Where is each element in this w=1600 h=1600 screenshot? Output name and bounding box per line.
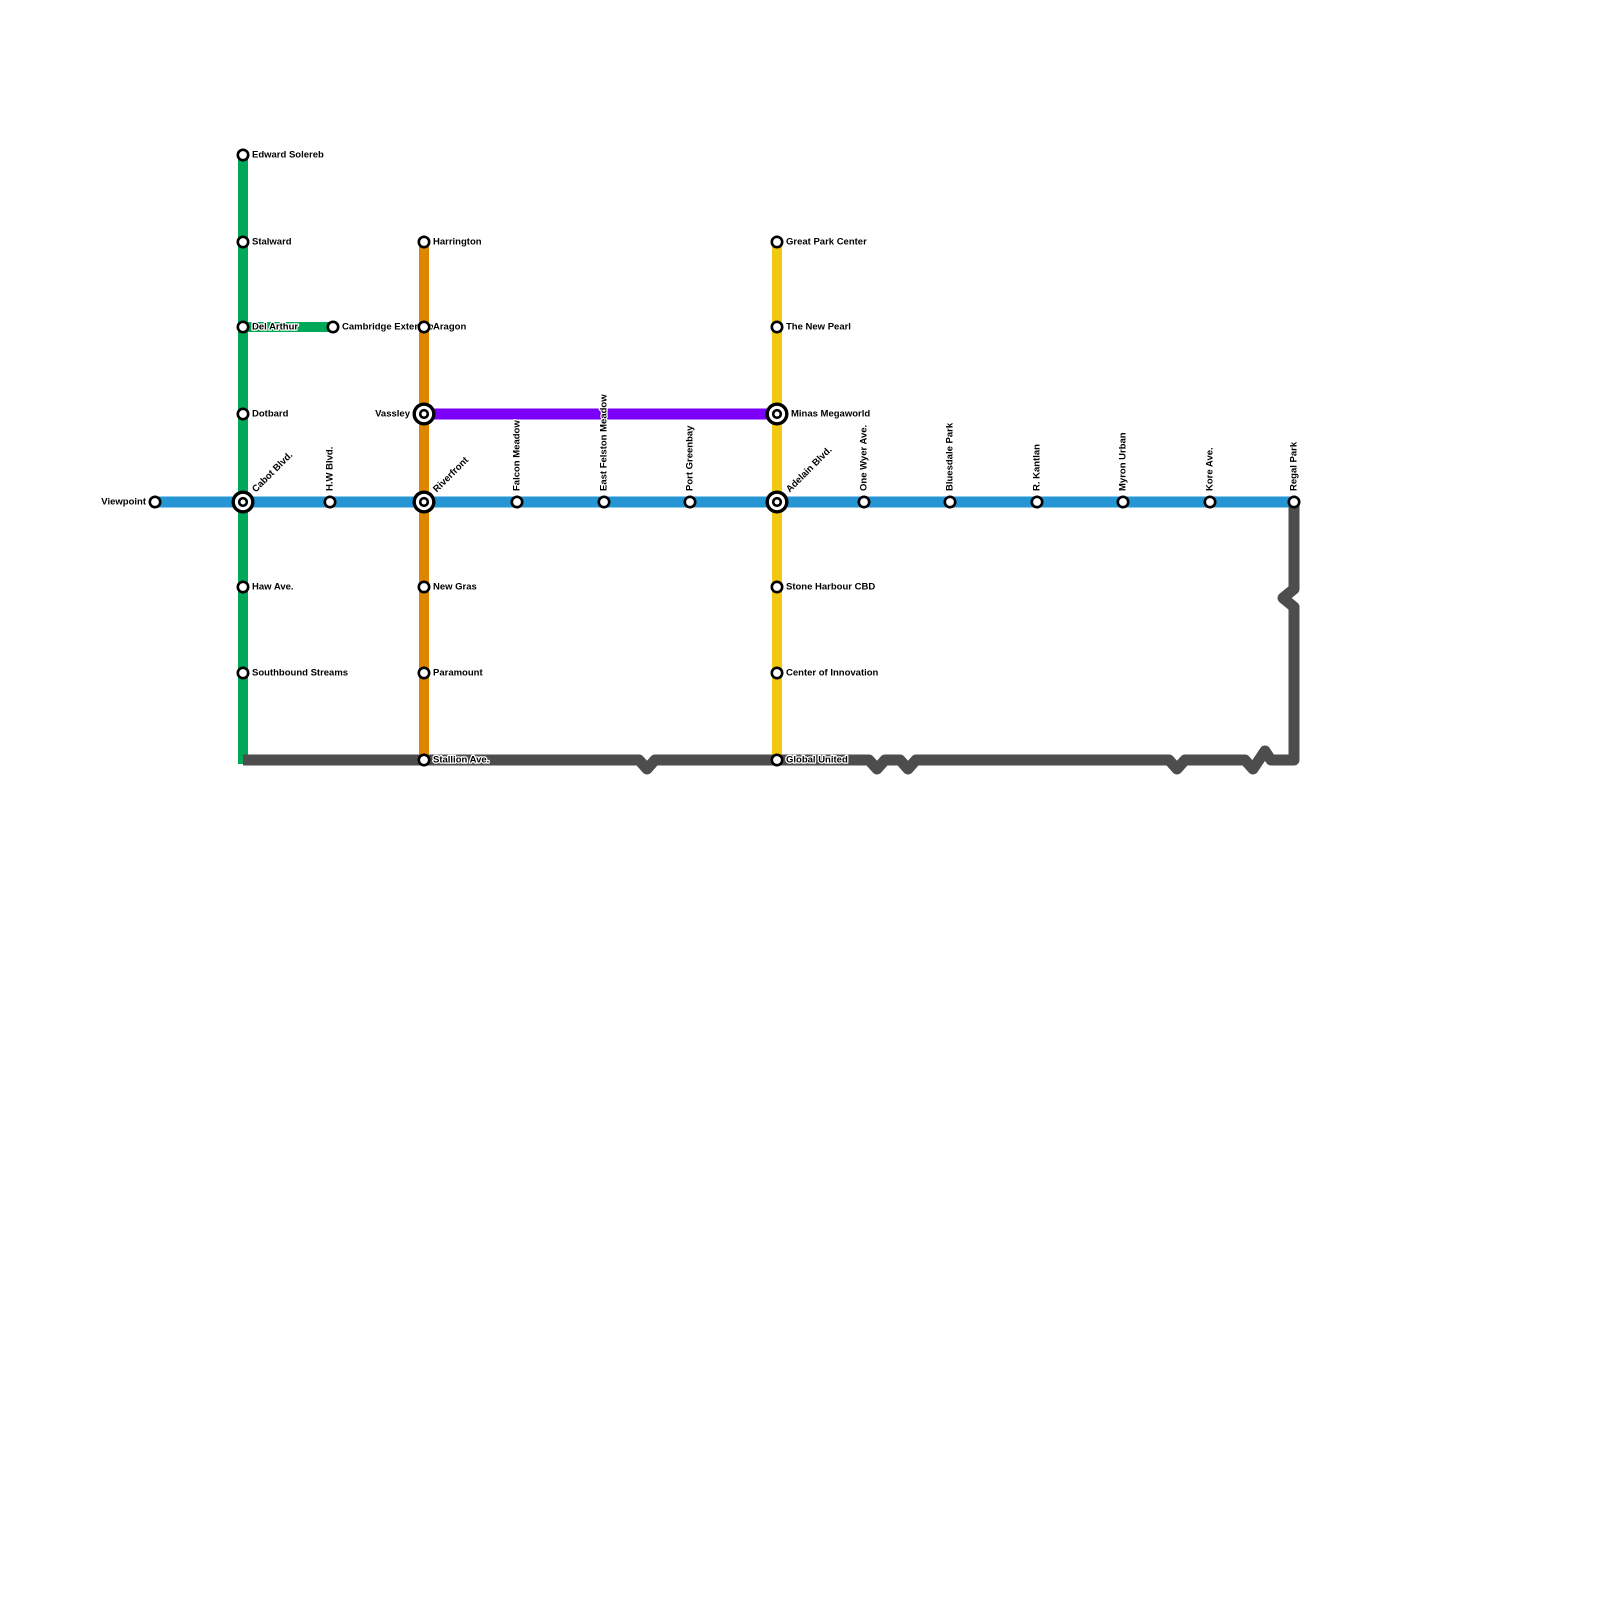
station-label-paramount: Paramount <box>433 668 483 679</box>
station-label-r-kantlan: R. Kantlan <box>1032 444 1043 491</box>
station-marker-del-arthur[interactable] <box>236 320 250 334</box>
station-label-global-united: Global United <box>786 755 848 766</box>
station-marker-haw-ave[interactable] <box>236 580 250 594</box>
station-marker-paramount[interactable] <box>417 666 431 680</box>
station-marker-bluesdale-park[interactable] <box>943 495 957 509</box>
station-marker-stone-harbour-cbd[interactable] <box>770 580 784 594</box>
station-marker-inner-riverfront <box>418 496 430 508</box>
station-kore-ave: Kore Ave. <box>1203 446 1217 509</box>
station-stallion-ave: Stallion Ave. <box>417 753 491 767</box>
station-label-one-wyer-ave: One Wyer Ave. <box>859 425 870 491</box>
station-marker-stalward[interactable] <box>236 235 250 249</box>
station-haw-ave: Haw Ave. <box>236 580 295 594</box>
station-marker-inner-cabot-blvd <box>237 496 249 508</box>
station-label-riverfront: Riverfront <box>431 454 471 494</box>
station-marker-stallion-ave[interactable] <box>417 753 431 767</box>
station-marker-inner-vassley <box>418 408 430 420</box>
station-label-cambridge-extension: Cambridge Extension <box>342 322 440 333</box>
station-label-center-of-innovation: Center of Innovation <box>786 668 879 679</box>
station-label-port-greenbay: Port Greenbay <box>685 425 696 491</box>
station-label-adelain-blvd: Adelain Blvd. <box>784 445 834 495</box>
station-del-arthur: Del Arthur <box>236 320 300 334</box>
station-center-of-innovation: Center of Innovation <box>770 666 880 680</box>
station-aragon: Aragon <box>417 320 468 334</box>
station-label-edward-solereb: Edward Solereb <box>252 150 324 161</box>
station-label-bluesdale-park: Bluesdale Park <box>945 422 956 491</box>
station-marker-port-greenbay[interactable] <box>683 495 697 509</box>
station-the-new-pearl: The New Pearl <box>770 320 852 334</box>
station-marker-global-united[interactable] <box>770 753 784 767</box>
station-minas-megaworld: Minas Megaworld <box>765 402 872 426</box>
station-label-southbound-streams: Southbound Streams <box>252 668 348 679</box>
station-stalward: Stalward <box>236 235 293 249</box>
station-label-cabot-blvd: Cabot Blvd. <box>250 450 295 495</box>
station-marker-r-kantlan[interactable] <box>1030 495 1044 509</box>
station-marker-the-new-pearl[interactable] <box>770 320 784 334</box>
station-one-wyer-ave: One Wyer Ave. <box>857 424 871 509</box>
station-label-myron-urban: Myron Urban <box>1118 432 1129 491</box>
station-marker-falcon-meadow[interactable] <box>510 495 524 509</box>
station-marker-regal-park[interactable] <box>1287 495 1301 509</box>
station-marker-inner-minas-megaworld <box>771 408 783 420</box>
station-marker-cambridge-extension[interactable] <box>326 320 340 334</box>
station-label-great-park-center: Great Park Center <box>786 237 867 248</box>
station-marker-inner-adelain-blvd <box>771 496 783 508</box>
station-marker-center-of-innovation[interactable] <box>770 666 784 680</box>
station-label-the-new-pearl: The New Pearl <box>786 322 851 333</box>
station-dotbard: Dotbard <box>236 407 290 421</box>
station-vassley: Vassley <box>374 402 436 426</box>
station-marker-harrington[interactable] <box>417 235 431 249</box>
station-label-del-arthur: Del Arthur <box>252 322 298 333</box>
station-label-aragon: Aragon <box>433 322 466 333</box>
station-bluesdale-park: Bluesdale Park <box>943 421 957 509</box>
station-regal-park: Regal Park <box>1287 440 1301 509</box>
station-label-regal-park: Regal Park <box>1289 441 1300 491</box>
station-label-haw-ave: Haw Ave. <box>252 582 294 593</box>
station-marker-edward-solereb[interactable] <box>236 148 250 162</box>
station-label-new-gras: New Gras <box>433 582 477 593</box>
station-port-greenbay: Port Greenbay <box>683 424 697 509</box>
station-east-felston-meadow: East Felston Meadow <box>597 393 611 509</box>
station-marker-one-wyer-ave[interactable] <box>857 495 871 509</box>
station-marker-viewpoint[interactable] <box>148 495 162 509</box>
station-southbound-streams: Southbound Streams <box>236 666 349 680</box>
station-marker-east-felston-meadow[interactable] <box>597 495 611 509</box>
station-marker-new-gras[interactable] <box>417 580 431 594</box>
station-label-harrington: Harrington <box>433 237 482 248</box>
station-marker-aragon[interactable] <box>417 320 431 334</box>
station-h-w-blvd: H.W Blvd. <box>323 445 337 509</box>
station-new-gras: New Gras <box>417 580 478 594</box>
station-paramount: Paramount <box>417 666 485 680</box>
station-label-dotbard: Dotbard <box>252 409 289 420</box>
station-harrington: Harrington <box>417 235 483 249</box>
station-marker-kore-ave[interactable] <box>1203 495 1217 509</box>
station-label-minas-megaworld: Minas Megaworld <box>791 409 870 420</box>
station-label-stalward: Stalward <box>252 237 292 248</box>
station-edward-solereb: Edward Solereb <box>236 148 325 162</box>
station-falcon-meadow: Falcon Meadow <box>510 418 524 509</box>
station-marker-dotbard[interactable] <box>236 407 250 421</box>
station-marker-myron-urban[interactable] <box>1116 495 1130 509</box>
station-label-kore-ave: Kore Ave. <box>1205 447 1216 491</box>
station-label-stallion-ave: Stallion Ave. <box>433 755 489 766</box>
station-marker-h-w-blvd[interactable] <box>323 495 337 509</box>
station-label-stone-harbour-cbd: Stone Harbour CBD <box>786 582 875 593</box>
station-cambridge-extension: Cambridge Extension <box>326 320 441 334</box>
station-myron-urban: Myron Urban <box>1116 431 1130 509</box>
gray-line <box>243 502 1300 775</box>
station-great-park-center: Great Park Center <box>770 235 868 249</box>
station-r-kantlan: R. Kantlan <box>1030 443 1044 509</box>
station-stone-harbour-cbd: Stone Harbour CBD <box>770 580 877 594</box>
station-label-falcon-meadow: Falcon Meadow <box>512 420 523 491</box>
station-label-vassley: Vassley <box>375 409 411 420</box>
station-marker-southbound-streams[interactable] <box>236 666 250 680</box>
station-label-h-w-blvd: H.W Blvd. <box>325 447 336 491</box>
station-viewpoint: Viewpoint <box>100 495 162 509</box>
station-label-viewpoint: Viewpoint <box>101 497 147 508</box>
station-global-united: Global United <box>770 753 849 767</box>
station-marker-great-park-center[interactable] <box>770 235 784 249</box>
station-label-east-felston-meadow: East Felston Meadow <box>599 394 610 491</box>
